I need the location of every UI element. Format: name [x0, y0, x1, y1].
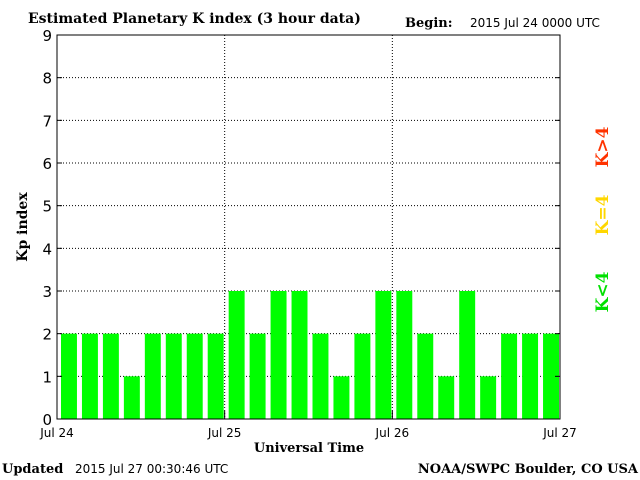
- x-tick-label: Jul 26: [375, 426, 410, 440]
- kp-bar: [417, 333, 434, 419]
- begin-value: 2015 Jul 24 0000 UTC: [470, 16, 600, 30]
- y-tick-label: 7: [42, 112, 52, 130]
- kp-bar: [291, 291, 308, 419]
- kp-bar: [270, 291, 287, 419]
- kp-bar: [501, 333, 518, 419]
- updated-value: 2015 Jul 27 00:30:46 UTC: [75, 462, 228, 476]
- x-axis-ticks: Jul 24 Jul 25 Jul 26 Jul 27: [39, 411, 577, 440]
- y-tick-label: 4: [42, 240, 52, 258]
- y-tick-label: 5: [42, 198, 52, 216]
- updated-label: Updated: [2, 462, 63, 477]
- plot-frame: [56, 34, 561, 420]
- x-axis-label: Universal Time: [254, 441, 364, 456]
- begin-label: Begin:: [405, 16, 453, 31]
- kp-bar: [396, 291, 413, 419]
- kp-bar: [354, 333, 371, 419]
- kp-bar: [81, 333, 98, 419]
- kp-bar: [333, 376, 350, 419]
- y-tick-label: 6: [42, 155, 52, 173]
- y-tick-label: 9: [42, 27, 52, 45]
- kp-bar: [543, 333, 559, 419]
- kp-bar: [438, 376, 455, 419]
- kp-bar: [102, 333, 119, 419]
- kp-bar: [480, 376, 497, 419]
- kp-bar: [228, 291, 245, 419]
- legend-k-greater-4: K>4: [593, 126, 613, 167]
- x-tick-label: Jul 24: [39, 426, 74, 440]
- kp-bar: [144, 333, 161, 419]
- legend-k-less-4: K<4: [593, 271, 613, 312]
- kp-bar: [207, 333, 224, 419]
- y-axis-label: Kp index: [15, 192, 31, 262]
- kp-bar: [375, 291, 392, 419]
- y-tick-label: 1: [42, 368, 52, 386]
- kp-bar: [61, 333, 77, 419]
- chart-title: Estimated Planetary K index (3 hour data…: [28, 11, 361, 27]
- y-tick-label: 2: [42, 326, 52, 344]
- kp-bar: [459, 291, 476, 419]
- kp-bar: [186, 333, 203, 419]
- x-tick-label: Jul 25: [207, 426, 242, 440]
- x-tick-label: Jul 27: [542, 426, 577, 440]
- source-credit: NOAA/SWPC Boulder, CO USA: [418, 462, 639, 477]
- y-tick-label: 0: [42, 411, 52, 429]
- kp-bar: [522, 333, 539, 419]
- kp-bar: [249, 333, 266, 419]
- y-tick-label: 3: [42, 283, 52, 301]
- legend-k-equal-4: K=4: [593, 194, 613, 235]
- kp-bar: [165, 333, 182, 419]
- bars: [61, 291, 559, 419]
- kp-bar: [123, 376, 140, 419]
- grid-lines: [57, 35, 560, 419]
- kp-bar: [312, 333, 329, 419]
- y-axis-ticks: 0 1 2 3 4 5 6 7 8 9: [42, 27, 560, 429]
- y-tick-label: 8: [42, 70, 52, 88]
